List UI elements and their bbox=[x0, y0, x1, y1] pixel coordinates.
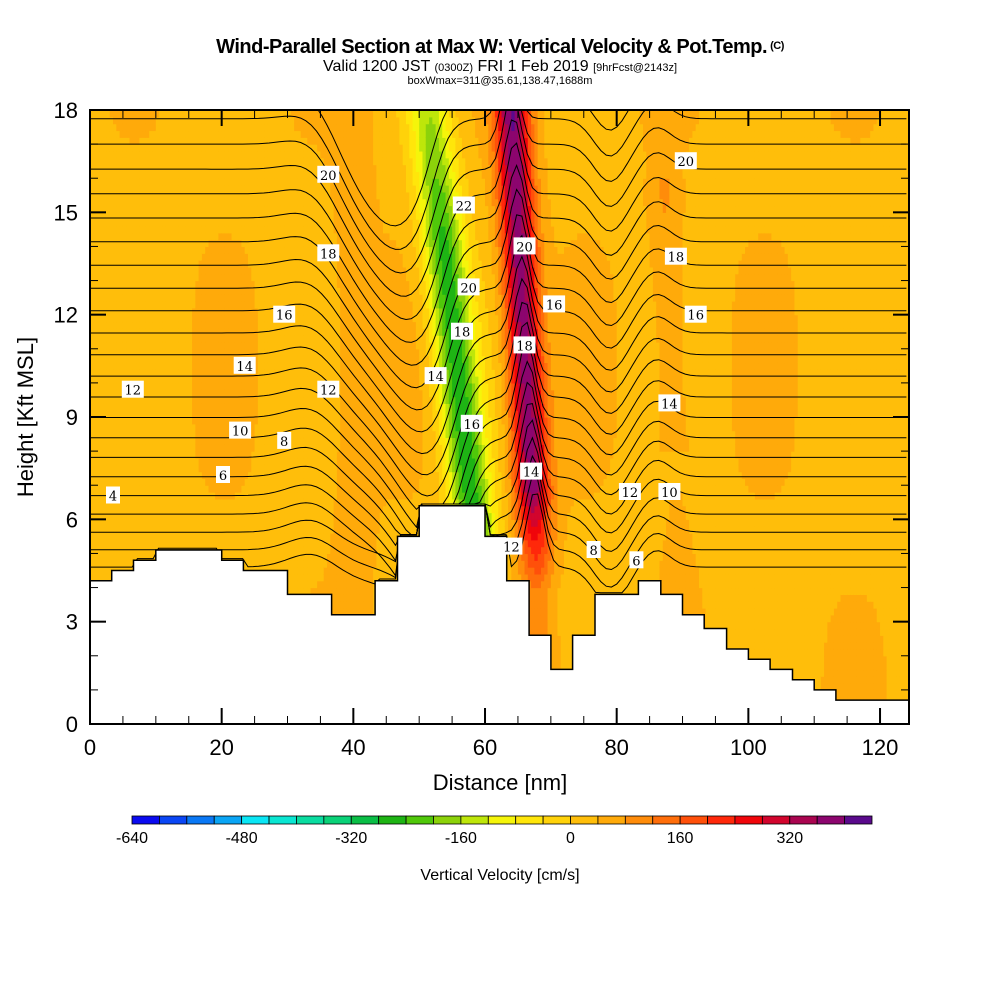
chart-svg: 4126108141216182022201814162016181412 861… bbox=[0, 0, 1000, 1000]
